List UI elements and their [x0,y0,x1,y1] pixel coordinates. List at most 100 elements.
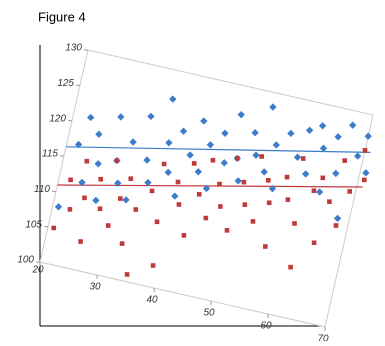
point [311,240,317,246]
point [218,204,223,209]
point [186,151,194,159]
point [327,199,332,204]
point [285,197,291,202]
point [269,103,277,111]
point [364,132,372,140]
point [305,126,314,134]
point [196,191,202,197]
x-tick-label: 50 [203,308,215,319]
point [260,168,268,176]
point [78,178,86,187]
point [342,158,347,163]
point [150,263,156,268]
point [119,241,125,246]
point [220,159,228,167]
point [362,169,370,177]
point [54,203,63,211]
point [288,264,293,270]
point [114,158,120,163]
y-tick-label: 130 [65,43,82,54]
point [242,202,248,207]
point [221,129,229,137]
point [203,215,209,221]
y-tick-label: 115 [42,149,58,160]
point [263,244,268,249]
x-tick-label: 70 [317,334,329,341]
point [224,228,230,233]
point [202,184,211,193]
y-tick-label: 105 [25,219,42,230]
point [300,156,306,161]
point [292,221,297,226]
point [302,170,310,178]
point [287,129,295,138]
point [51,225,56,231]
point [154,219,160,225]
point [67,207,73,212]
x-tick-label: 60 [260,321,272,332]
point [98,176,103,182]
x-tick-label: 30 [89,282,101,293]
chart-title: Figure 4 [38,9,86,24]
point [194,168,202,176]
point [84,158,90,164]
point [118,196,123,201]
point [251,129,259,137]
point [362,177,367,183]
y-tick-label: 125 [57,78,74,89]
point [235,156,240,161]
point [200,117,208,125]
point [97,206,103,212]
y-tick-label: 120 [49,113,66,124]
point [311,188,317,193]
point [362,148,368,153]
point [272,141,280,149]
point [210,157,216,163]
point [318,122,327,130]
point [284,174,290,180]
point [87,113,95,122]
point [333,214,342,223]
trend-line [66,146,371,153]
point [161,161,167,167]
point [169,95,177,103]
point [164,168,172,177]
point [268,184,277,193]
y-tick-label: 100 [17,255,34,266]
y-tick-label: 110 [34,184,50,195]
point [237,110,245,119]
point [206,141,215,149]
point [241,179,247,185]
point [78,239,83,244]
point [332,169,340,178]
point [175,179,181,185]
point [334,133,342,141]
point [252,151,260,159]
point [74,140,83,149]
x-tick-label: 20 [31,265,44,276]
point [122,196,130,204]
point [266,178,271,183]
point [333,223,339,228]
point [319,144,328,152]
point [147,112,155,121]
point [349,121,357,129]
point [143,156,151,164]
point [347,189,352,194]
point [124,272,130,277]
point [105,223,111,228]
point [191,161,197,166]
point [217,181,222,187]
point [133,207,139,212]
point [149,188,155,194]
point [171,192,179,200]
point [293,153,302,161]
point [117,113,125,121]
point [320,175,326,181]
point [266,200,272,206]
point [181,233,187,238]
point [259,154,264,159]
point [68,177,73,183]
x-tick-label: 40 [146,295,158,306]
